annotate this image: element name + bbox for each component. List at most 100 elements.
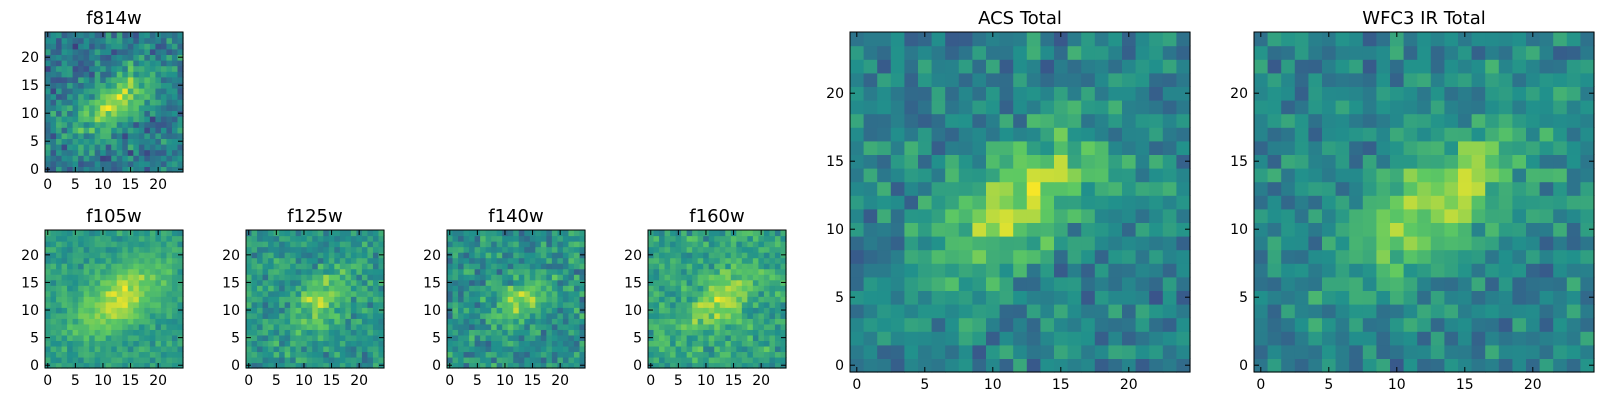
heatmap-cell [1376, 127, 1391, 142]
heatmap-cell [540, 263, 547, 270]
y-tick-label: 20 [1230, 86, 1248, 102]
heatmap-cell [317, 340, 324, 347]
heatmap-cell [518, 296, 525, 303]
heatmap-cell [480, 246, 487, 253]
heatmap-cell [697, 329, 704, 336]
heatmap-cell [1281, 86, 1296, 101]
heatmap-cell [1376, 100, 1391, 115]
heatmap-cell [769, 307, 776, 314]
x-tick-label: 5 [674, 373, 683, 389]
heatmap-cell [763, 285, 771, 292]
heatmap-cell [155, 307, 162, 314]
heatmap-cell [72, 290, 79, 297]
heatmap-cell [160, 60, 168, 67]
heatmap-cell [496, 323, 503, 330]
heatmap-cell [257, 279, 264, 286]
heatmap-cell [111, 345, 118, 353]
heatmap-cell [863, 59, 878, 74]
heatmap-cell [535, 318, 542, 325]
heatmap-cell [284, 263, 291, 270]
heatmap-cell [89, 345, 96, 353]
heatmap-cell [1308, 344, 1323, 359]
heatmap-cell [1294, 168, 1309, 183]
heatmap-cell [301, 340, 308, 347]
heatmap-cell [268, 351, 275, 358]
heatmap-cell [1349, 72, 1364, 87]
heatmap-cell [763, 279, 771, 286]
heatmap-cell [648, 290, 655, 297]
heatmap-cell [345, 246, 352, 253]
heatmap-cell [83, 285, 90, 292]
heatmap-cell [1390, 276, 1405, 291]
heatmap-cell [122, 334, 129, 341]
heatmap-cell [1444, 236, 1459, 251]
heatmap-cell [1108, 168, 1123, 183]
heatmap-cell [94, 132, 101, 139]
heatmap-cell [714, 246, 721, 253]
axes-frame [849, 31, 1191, 373]
heatmap-cell [78, 132, 85, 139]
heatmap-cell [708, 329, 715, 336]
heatmap-cell [904, 249, 919, 264]
heatmap-cell [171, 312, 179, 319]
heatmap-cell [1081, 317, 1096, 332]
heatmap-cell [61, 345, 68, 353]
heatmap-cell [513, 285, 520, 292]
heatmap-cell [116, 116, 123, 123]
heatmap-cell [45, 65, 52, 72]
heatmap-cell [100, 48, 107, 55]
heatmap-cell [1122, 331, 1137, 346]
heatmap-cell [1553, 236, 1568, 251]
heatmap-cell [736, 246, 743, 253]
heatmap-cell [149, 82, 156, 89]
heatmap-cell [166, 93, 173, 100]
heatmap-cell [56, 121, 63, 128]
heatmap-cell [356, 345, 363, 353]
heatmap-cell [262, 329, 269, 336]
heatmap-cell [524, 323, 531, 330]
heatmap-cell [50, 263, 57, 270]
heatmap-cell [890, 45, 905, 60]
heatmap-cell [1281, 181, 1296, 196]
heatmap-cell [686, 301, 693, 308]
heatmap-cell [155, 88, 162, 95]
heatmap-cell [999, 168, 1014, 183]
heatmap-cell [339, 235, 346, 242]
heatmap-cell [372, 345, 380, 353]
heatmap-cell [361, 329, 369, 336]
heatmap-cell [1580, 72, 1595, 87]
heatmap-cell [138, 82, 145, 89]
heatmap-cell [741, 301, 748, 308]
heatmap-cell [485, 274, 492, 281]
heatmap-cell [452, 301, 459, 308]
heatmap-cell [1176, 140, 1191, 155]
heatmap-cell [138, 76, 145, 83]
heatmap-cell [664, 241, 671, 248]
heatmap-cell [568, 351, 575, 358]
heatmap-cell [1094, 168, 1109, 183]
heatmap-cell [67, 340, 74, 347]
heatmap-cell [138, 160, 145, 167]
heatmap-cell [111, 88, 118, 95]
heatmap-cell [763, 246, 771, 253]
heatmap-cell [697, 274, 704, 281]
heatmap-cell [1335, 358, 1350, 373]
heatmap-cell [133, 323, 140, 330]
heatmap-cell [579, 356, 586, 364]
heatmap-cell [502, 329, 509, 336]
heatmap-cell [105, 32, 112, 39]
heatmap-cell [111, 285, 118, 292]
heatmap-cell [279, 356, 286, 364]
heatmap-cell [562, 296, 570, 303]
heatmap-cell [83, 54, 90, 61]
heatmap-cell [518, 274, 525, 281]
heatmap-cell [546, 362, 553, 369]
heatmap-cell [122, 76, 129, 83]
heatmap-cell [999, 263, 1014, 278]
heatmap-cell [758, 285, 765, 292]
heatmap-cell [251, 252, 258, 259]
heatmap-cell [579, 246, 586, 253]
heatmap-cell [262, 268, 269, 275]
heatmap-cell [1444, 276, 1459, 291]
heatmap-cell [361, 296, 369, 303]
